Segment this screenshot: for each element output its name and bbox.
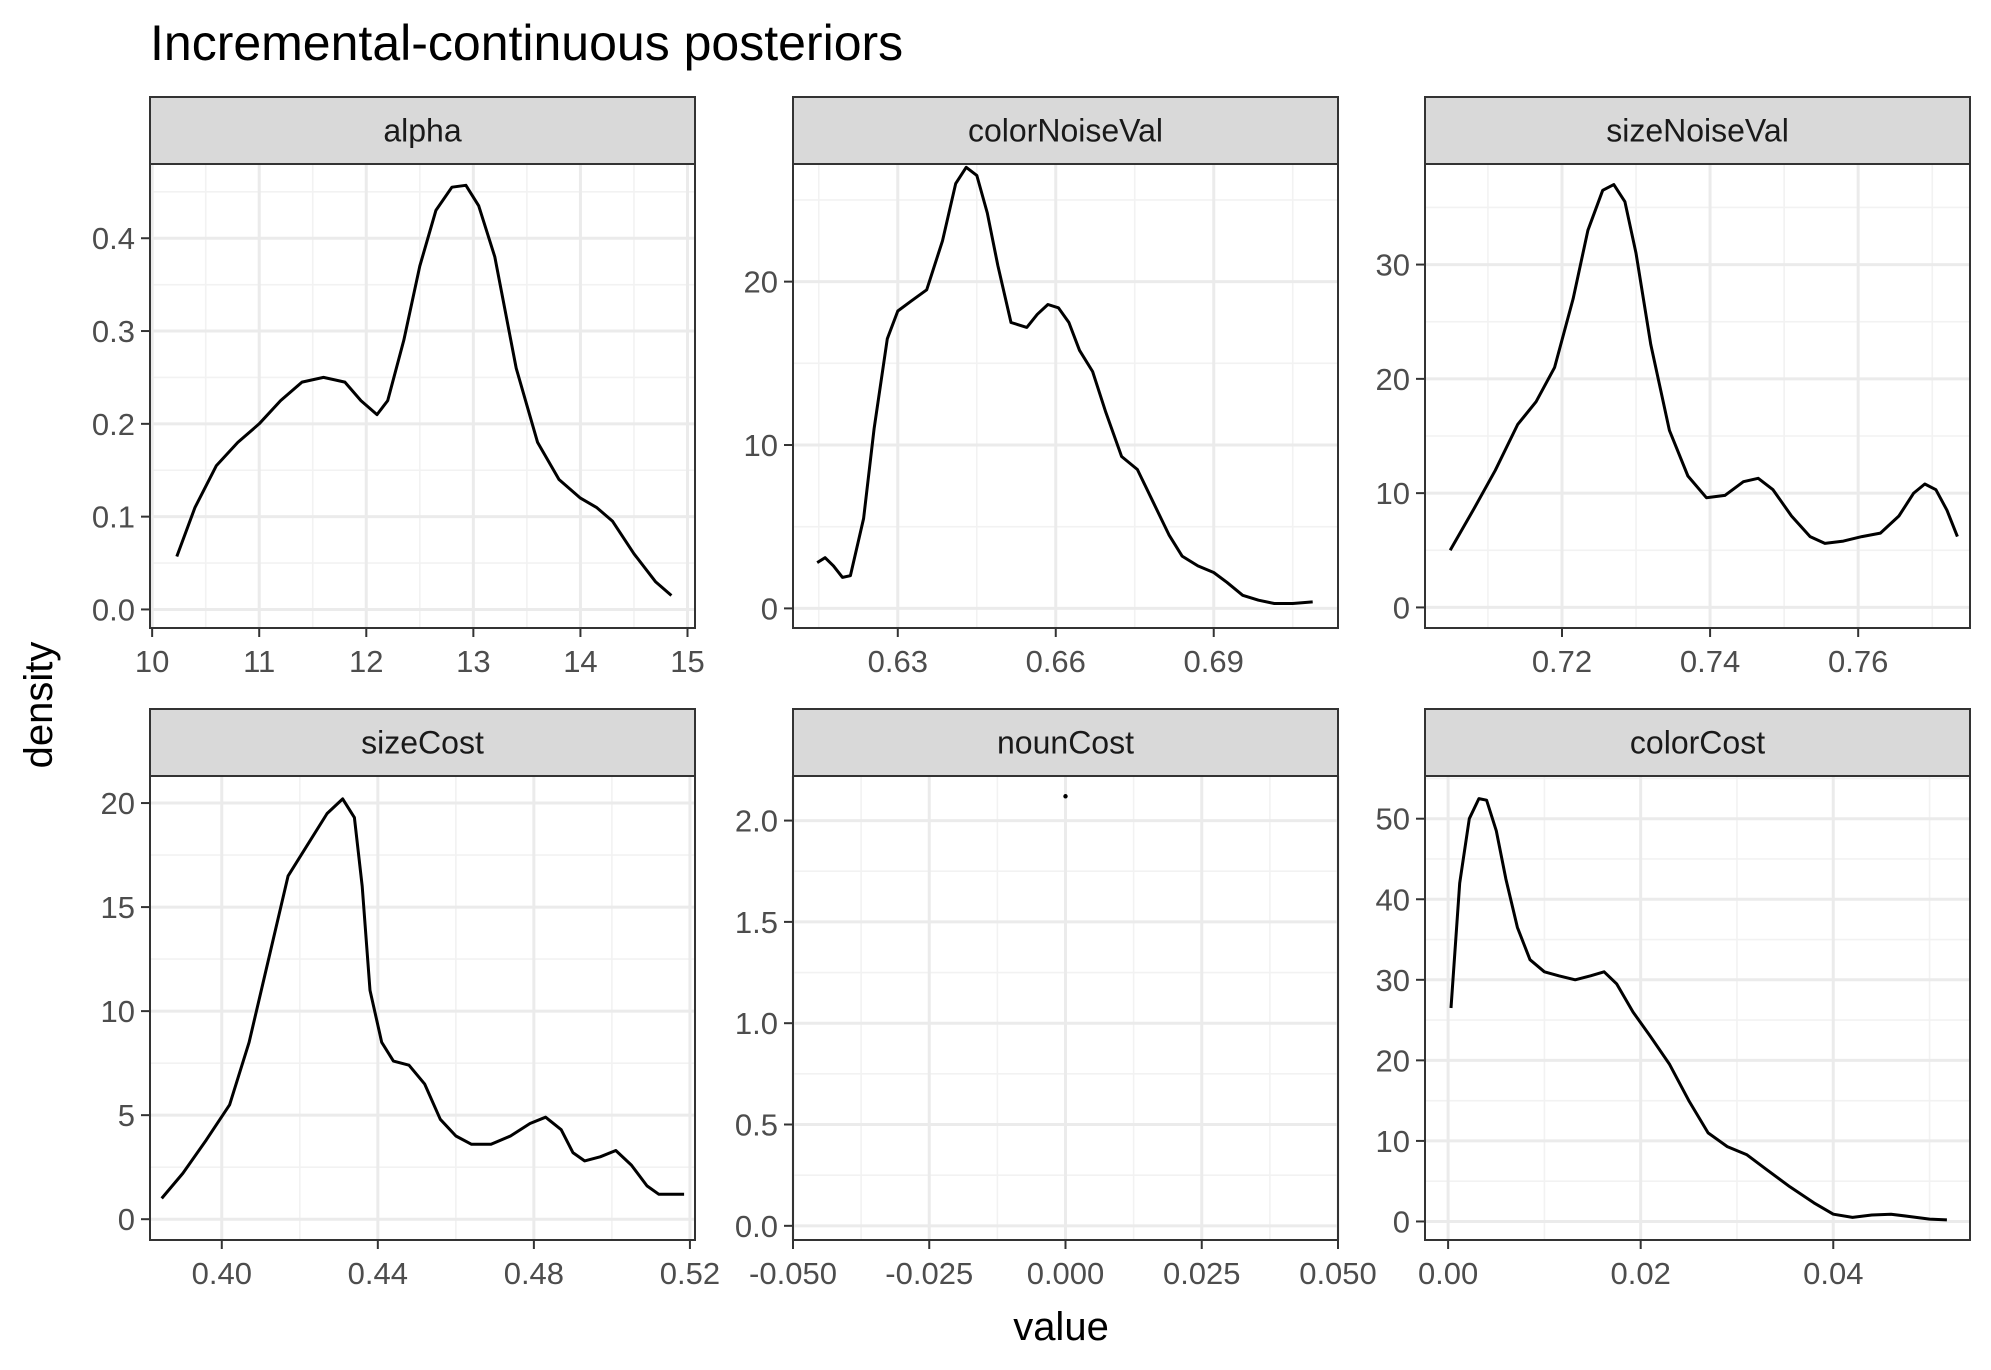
- chart-title: Incremental-continuous posteriors: [150, 15, 903, 71]
- facet-panel-size-noise-val: sizeNoiseVal 0.72 0.74 0.76 0 10 20 30: [1376, 96, 1971, 679]
- y-tick-label: 10: [101, 994, 135, 1029]
- y-tick-label: 0: [1393, 1204, 1410, 1239]
- facet-strip-label: colorNoiseVal: [968, 113, 1163, 149]
- facet-strip-label: alpha: [383, 113, 462, 149]
- x-tick-label: 0.04: [1803, 1256, 1863, 1291]
- y-tick-label: 0: [1393, 590, 1410, 625]
- density-curve-size-noise-val: [1448, 183, 1959, 552]
- panel-border: [1424, 163, 1971, 629]
- y-tick-label: 0: [761, 591, 778, 626]
- x-tick-label: 0.74: [1680, 644, 1740, 679]
- x-tick-label: 0.66: [1026, 644, 1086, 679]
- y-tick-label: 10: [1376, 1124, 1410, 1159]
- x-tick-label: 0.02: [1611, 1256, 1671, 1291]
- y-tick-label: 20: [1376, 362, 1410, 397]
- x-tick-label: 0.44: [348, 1256, 408, 1291]
- x-tick-label: 12: [349, 644, 383, 679]
- facet-strip: [792, 708, 1339, 777]
- facet-panel-noun-cost: nounCost -0.050 -0.025 0.000 0.025 0.050 0.0 0.…: [735, 708, 1377, 1291]
- density-curve-color-cost: [1449, 797, 1947, 1222]
- y-tick-label: 10: [744, 428, 778, 463]
- panel-border: [792, 163, 1339, 629]
- x-tick-label: 0.00: [1418, 1256, 1478, 1291]
- x-tick-label: 0.72: [1532, 644, 1592, 679]
- x-tick-label: -0.050: [749, 1256, 837, 1291]
- y-tick-label: 20: [101, 786, 135, 821]
- facet-strip: [1424, 96, 1971, 165]
- panel-border: [1424, 775, 1971, 1241]
- grid-color-cost: [1425, 776, 1970, 1240]
- density-curve-color-noise-val: [816, 165, 1313, 605]
- grid-color-noise-val: [793, 164, 1338, 628]
- panel-border: [149, 775, 696, 1241]
- facet-strip: [1424, 708, 1971, 777]
- x-axis-label: value: [1013, 1305, 1109, 1349]
- y-tick-label: 0.5: [735, 1108, 778, 1143]
- x-tick-label: 0.000: [1027, 1256, 1105, 1291]
- x-tick-label: 0.76: [1828, 644, 1888, 679]
- facet-strip-label: sizeNoiseVal: [1606, 113, 1789, 149]
- facet-strip: [149, 708, 696, 777]
- y-tick-label: 0.2: [92, 407, 135, 442]
- x-tick-label: 10: [135, 644, 169, 679]
- y-tick-label: 1.0: [735, 1006, 778, 1041]
- y-tick-label: 5: [118, 1098, 135, 1133]
- grid-alpha: [150, 164, 695, 628]
- y-tick-label: 10: [1376, 476, 1410, 511]
- x-tick-label: 0.63: [868, 644, 928, 679]
- x-tick-label: 0.025: [1163, 1256, 1241, 1291]
- x-tick-label: 14: [563, 644, 597, 679]
- y-tick-label: 30: [1376, 963, 1410, 998]
- facet-panel-color-cost: colorCost 0.00 0.02 0.04 0 10 20 30 40 50: [1376, 708, 1971, 1291]
- x-tick-label: 13: [456, 644, 490, 679]
- facet-strip: [792, 96, 1339, 165]
- grid-noun-cost: [791, 776, 1340, 1240]
- y-tick-label: 2.0: [735, 804, 778, 839]
- facet-strip: [149, 96, 696, 165]
- x-tick-label: 0.48: [504, 1256, 564, 1291]
- x-tick-label: 0.050: [1299, 1256, 1377, 1291]
- facet-panel-color-noise-val: colorNoiseVal 0.63 0.66 0.69 0 10 20: [744, 96, 1339, 679]
- x-tick-label: 0.69: [1184, 644, 1244, 679]
- x-tick-label: 0.52: [660, 1256, 720, 1291]
- y-tick-label: 20: [744, 265, 778, 300]
- density-curve-alpha: [175, 183, 673, 597]
- panel-border: [149, 163, 696, 629]
- y-tick-label: 50: [1376, 802, 1410, 837]
- facet-panel-size-cost: sizeCost 0.40 0.44 0.48 0.52 0 5 10 15 20: [101, 708, 720, 1291]
- y-tick-label: 0.3: [92, 314, 135, 349]
- grid-size-cost: [150, 776, 695, 1240]
- density-point-noun-cost: [1063, 794, 1068, 799]
- y-tick-label: 40: [1376, 882, 1410, 917]
- y-tick-label: 1.5: [735, 905, 778, 940]
- y-tick-label: 0.1: [92, 500, 135, 535]
- facet-panel-alpha: alpha 10 11 12 13 14 15 0.0 0.1 0.2 0.3 0.4: [92, 96, 705, 679]
- grid-size-noise-val: [1425, 164, 1970, 628]
- x-tick-label: 0.40: [192, 1256, 252, 1291]
- facet-panels: alpha 10 11 12 13 14 15 0.0 0.1 0.2 0.3 0.4 colorNoi…: [92, 96, 1971, 1291]
- density-curve-size-cost: [160, 797, 685, 1200]
- y-tick-label: 15: [101, 890, 135, 925]
- y-tick-label: 20: [1376, 1043, 1410, 1078]
- x-tick-label: 11: [243, 644, 275, 679]
- x-tick-label: 15: [670, 644, 704, 679]
- facet-strip-label: nounCost: [997, 725, 1134, 761]
- y-tick-label: 0.0: [92, 592, 135, 627]
- y-axis-label: density: [17, 642, 61, 769]
- y-tick-label: 0.4: [92, 221, 135, 256]
- y-tick-label: 0: [118, 1202, 135, 1237]
- facet-strip-label: colorCost: [1630, 725, 1765, 761]
- y-tick-label: 0.0: [735, 1209, 778, 1244]
- x-tick-label: -0.025: [885, 1256, 973, 1291]
- facet-strip-label: sizeCost: [361, 725, 484, 761]
- y-tick-label: 30: [1376, 248, 1410, 283]
